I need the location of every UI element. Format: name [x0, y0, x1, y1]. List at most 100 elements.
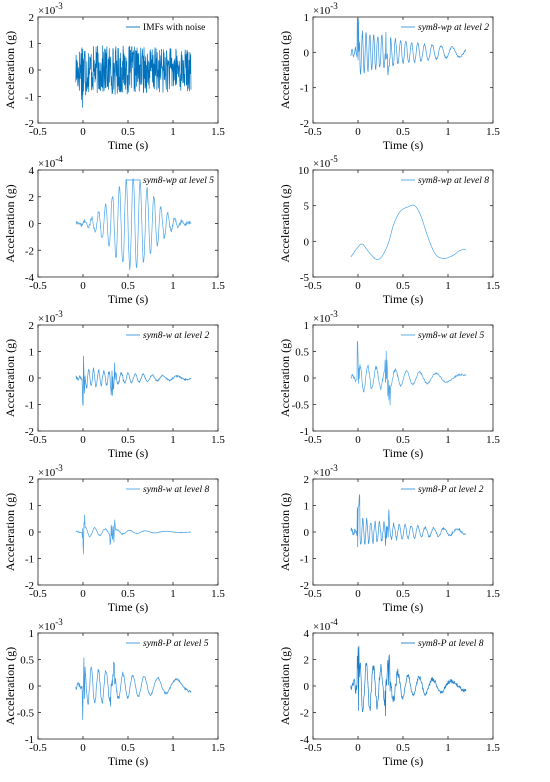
y-tick-label: -2 — [25, 580, 34, 592]
x-tick-label: 0.5 — [121, 126, 135, 138]
x-tick-label: 1.5 — [486, 280, 500, 292]
x-tick-label: 1 — [170, 280, 176, 292]
y-exponent-value: -3 — [55, 617, 63, 627]
y-exponent-label: ×10-3 — [313, 463, 338, 479]
y-tick-label: 0 — [304, 681, 310, 693]
y-tick-label: -5 — [300, 272, 310, 284]
x-tick-label: 1 — [170, 126, 176, 138]
y-exponent-value: -3 — [55, 309, 63, 319]
y-tick-label: 0 — [304, 373, 310, 385]
series-line — [350, 204, 466, 260]
y-axis-label: Acceleration (g) — [3, 184, 17, 262]
x-tick-label: 1 — [445, 434, 451, 446]
y-tick-label: 10 — [298, 165, 310, 177]
x-tick-label: 1 — [170, 588, 176, 600]
x-tick-label: -0.5 — [29, 742, 47, 754]
series-line — [350, 494, 467, 548]
y-axis-label: Acceleration (g) — [278, 184, 292, 262]
y-tick-label: -0.5 — [292, 400, 310, 412]
chart-panel-4: -0.5 0 0.5 1 1.5 -5 0 5 10×10-5 Time (s) Accelerat… — [278, 154, 500, 306]
y-axis-label: Acceleration (g) — [278, 493, 292, 571]
y-tick-label: 0 — [304, 236, 310, 248]
x-tick-label: 0.5 — [396, 742, 410, 754]
x-tick-label: -0.5 — [29, 280, 47, 292]
series-line — [75, 45, 192, 108]
x-tick-label: 0 — [80, 126, 86, 138]
y-tick-label: 2 — [304, 474, 310, 486]
y-exponent-value: -4 — [330, 617, 338, 627]
x-tick-label: -0.5 — [304, 126, 322, 138]
x-tick-label: 1 — [445, 280, 451, 292]
chart-panel-7: -0.5 0 0.5 1 1.5 -2 -1 0 1 2×10-3 Time (s) Accelera… — [3, 463, 225, 614]
series-line — [75, 657, 192, 720]
y-tick-label: 0.5 — [20, 655, 34, 667]
x-tick-label: 1 — [445, 588, 451, 600]
x-tick-label: 1.5 — [211, 280, 225, 292]
x-tick-label: 1 — [445, 742, 451, 754]
x-tick-label: 1.5 — [211, 434, 225, 446]
x-axis-label: Time (s) — [383, 600, 424, 614]
x-tick-label: 1.5 — [211, 588, 225, 600]
y-exponent-label: ×10-3 — [38, 1, 63, 17]
y-tick-label: 1 — [304, 320, 310, 332]
y-exponent-label: ×10-3 — [38, 309, 63, 325]
x-axis-label: Time (s) — [108, 292, 149, 306]
y-axis-label: Acceleration (g) — [278, 647, 292, 725]
y-tick-label: 1 — [304, 501, 310, 513]
x-tick-label: 0.5 — [396, 126, 410, 138]
y-tick-label: -1 — [300, 83, 309, 95]
legend-label: sym8-wp at level 5 — [143, 176, 214, 186]
y-tick-label: 2 — [29, 192, 35, 204]
y-exponent-value: -4 — [55, 154, 63, 164]
y-exponent-value: -5 — [330, 154, 338, 164]
y-tick-label: 0 — [304, 47, 310, 59]
y-tick-label: -0.5 — [17, 708, 35, 720]
x-tick-label: 0.5 — [121, 588, 135, 600]
y-exponent-label: ×10-3 — [313, 309, 338, 325]
x-tick-label: -0.5 — [29, 588, 47, 600]
y-tick-label: 1 — [29, 628, 35, 640]
legend-label: sym8-w at level 2 — [143, 331, 209, 341]
y-exponent-value: -3 — [55, 463, 63, 473]
y-tick-label: 1 — [29, 347, 35, 359]
x-tick-label: 0.5 — [121, 434, 135, 446]
y-axis-label: Acceleration (g) — [3, 493, 17, 571]
x-axis-label: Time (s) — [108, 754, 149, 768]
y-tick-label: -4 — [300, 734, 310, 746]
y-tick-label: -2 — [300, 708, 309, 720]
y-exponent-value: -3 — [330, 1, 338, 11]
y-exponent-label: ×10-3 — [313, 1, 338, 17]
chart-panel-3: -0.5 0 0.5 1 1.5 -4 -2 0 2 4×10-4 Time (s) Accelera… — [3, 154, 225, 306]
x-axis-label: Time (s) — [108, 138, 149, 152]
x-tick-label: 0 — [355, 434, 361, 446]
y-tick-label: -4 — [25, 272, 35, 284]
legend-label: sym8-w at level 5 — [418, 331, 484, 341]
y-exponent-label: ×10-3 — [38, 617, 63, 633]
y-tick-label: 1 — [29, 501, 35, 513]
x-tick-label: 0 — [355, 742, 361, 754]
x-axis-label: Time (s) — [383, 292, 424, 306]
y-tick-label: -2 — [300, 118, 309, 130]
axes-box — [312, 478, 494, 586]
series-line — [75, 355, 192, 406]
y-tick-label: 1 — [304, 12, 310, 24]
y-tick-label: 0 — [29, 65, 35, 77]
y-tick-label: 0 — [29, 527, 35, 539]
x-tick-label: 1.5 — [486, 126, 500, 138]
y-tick-label: -1 — [25, 92, 34, 104]
x-tick-label: -0.5 — [304, 742, 322, 754]
y-axis-label: Acceleration (g) — [278, 339, 292, 417]
y-tick-label: 1 — [29, 39, 35, 51]
x-tick-label: -0.5 — [304, 280, 322, 292]
y-tick-label: 2 — [29, 474, 35, 486]
y-exponent-value: -3 — [330, 463, 338, 473]
x-tick-label: 1.5 — [486, 742, 500, 754]
x-tick-label: 0.5 — [121, 742, 135, 754]
chart-panel-5: -0.5 0 0.5 1 1.5 -2 -1 0 1 2×10-3 Time (s) Accelera… — [3, 309, 225, 460]
y-tick-label: -1 — [25, 734, 34, 746]
chart-panel-8: -0.5 0 0.5 1 1.5 -2 -1 0 1 2×10-3 Time (s) Accelera… — [278, 463, 500, 614]
axes-box — [37, 324, 219, 432]
axes-box — [312, 324, 494, 432]
